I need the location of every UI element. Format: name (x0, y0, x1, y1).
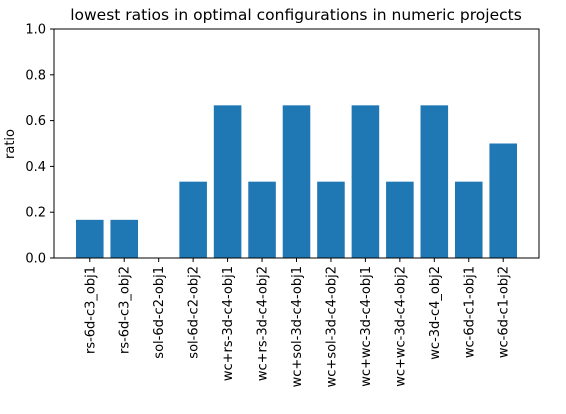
y-tick-label: 0.0 (25, 252, 46, 267)
x-tick-label: sol-6d-c2-obj2 (187, 266, 202, 359)
y-axis-label: ratio (3, 129, 18, 159)
x-tick-label: wc+rs-3d-c4-obj1 (221, 266, 236, 381)
bar-wc+rs-3d-c4-obj2 (248, 181, 276, 258)
x-tick-label: wc+sol-3d-c4-obj2 (324, 266, 339, 387)
x-axis-ticks: rs-6d-c3_obj1 rs-6d-c3_obj2 sol-6d-c2-obj1… (83, 258, 512, 387)
bar-wc+wc-3d-c4-obj1 (351, 105, 380, 258)
x-tick-label: rs-6d-c3_obj2 (118, 266, 133, 354)
bar-wc+sol-3d-c4-obj1 (282, 105, 311, 258)
bar-sol-6d-c2-obj2 (179, 181, 207, 258)
x-tick-label: wc+wc-3d-c4-obj2 (393, 266, 408, 387)
y-tick-label: 0.6 (25, 114, 46, 129)
x-tick-label: sol-6d-c2-obj1 (152, 266, 167, 359)
y-tick-label: 1.0 (25, 23, 46, 38)
y-tick-label: 0.8 (25, 68, 46, 83)
chart-title: lowest ratios in optimal configurations … (70, 6, 522, 24)
bar-wc+sol-3d-c4-obj2 (317, 181, 345, 258)
x-tick-label: wc+sol-3d-c4-obj1 (290, 266, 305, 387)
x-tick-label: wc-6d-c1-obj1 (462, 266, 477, 358)
bar-wc+wc-3d-c4-obj2 (386, 181, 414, 258)
bar-wc+rs-3d-c4-obj1 (213, 105, 242, 258)
bar-wc-3d-c4_obj2 (420, 105, 449, 258)
bar-rs-6d-c3_obj1 (76, 219, 104, 258)
bars (76, 105, 517, 258)
x-tick-label: rs-6d-c3_obj1 (83, 266, 98, 354)
y-tick-label: 0.4 (25, 160, 46, 175)
x-tick-label: wc+rs-3d-c4-obj2 (256, 266, 271, 381)
y-tick-label: 0.2 (25, 206, 46, 221)
bar-rs-6d-c3_obj2 (110, 219, 139, 258)
x-tick-label: wc+wc-3d-c4-obj1 (359, 266, 374, 387)
y-axis-ticks: 0.0 0.2 0.4 0.6 0.8 1.0 (25, 23, 54, 267)
bar-wc-6d-c1-obj2 (489, 143, 517, 258)
x-tick-label: wc-3d-c4_obj2 (428, 266, 443, 360)
x-tick-label: wc-6d-c1-obj2 (497, 266, 512, 358)
bar-wc-6d-c1-obj1 (454, 181, 483, 258)
